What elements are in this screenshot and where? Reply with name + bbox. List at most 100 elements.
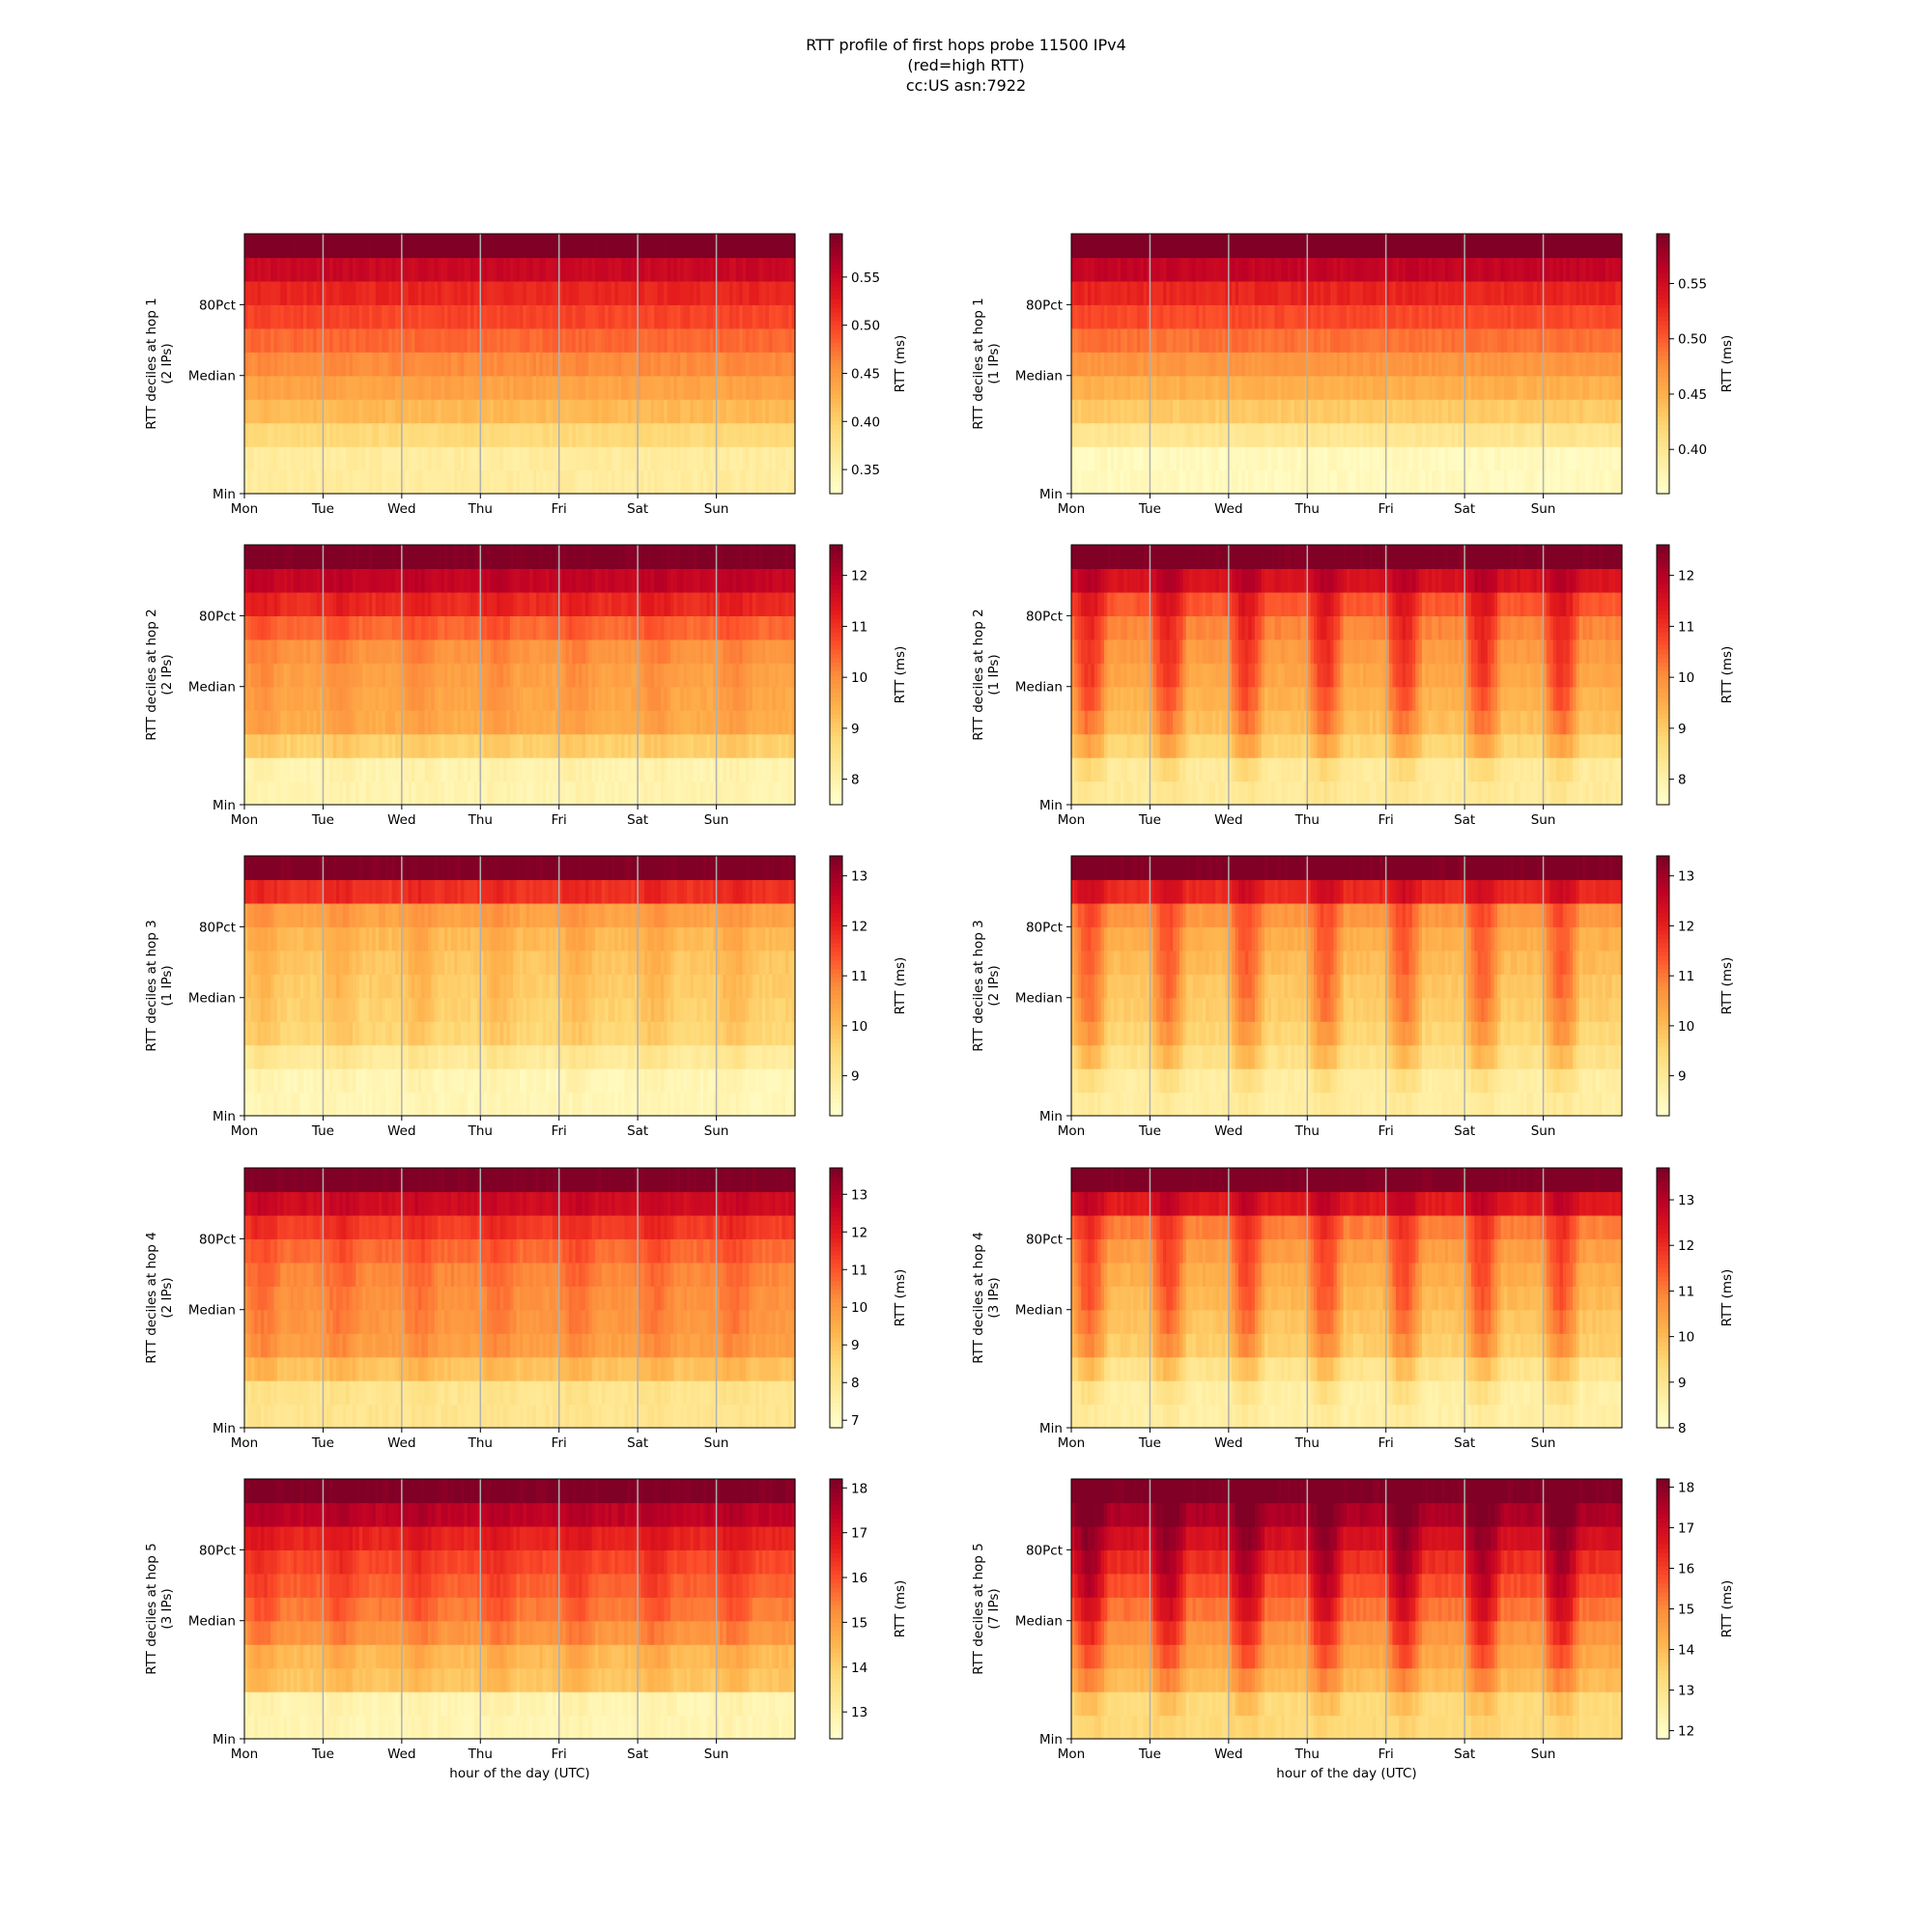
- heatmap-cell: [661, 446, 665, 470]
- heatmap-cell: [1363, 257, 1367, 281]
- heatmap-cell: [1556, 257, 1560, 281]
- heatmap-cell: [1203, 470, 1207, 495]
- heatmap-cell: [546, 281, 550, 305]
- heatmap-cell: [536, 304, 540, 328]
- heatmap-cell: [500, 710, 504, 734]
- heatmap-cell: [605, 376, 609, 400]
- heatmap-cell: [500, 446, 504, 470]
- heatmap-cell: [765, 470, 769, 495]
- heatmap-cell: [696, 663, 700, 687]
- heatmap-cell: [1432, 281, 1435, 305]
- heatmap-cell: [270, 376, 274, 400]
- heatmap-cell: [1258, 376, 1262, 400]
- heatmap-cell: [1547, 304, 1550, 328]
- heatmap-cell: [353, 352, 356, 376]
- heatmap-cell: [1432, 352, 1435, 376]
- heatmap-cell: [500, 257, 504, 281]
- heatmap-cell: [729, 423, 733, 447]
- heatmap-cell: [1156, 281, 1160, 305]
- heatmap-cell: [409, 639, 412, 664]
- heatmap-cell: [628, 257, 632, 281]
- heatmap-cell: [431, 281, 435, 305]
- heatmap-cell: [1533, 399, 1537, 423]
- heatmap-cell: [376, 399, 380, 423]
- heatmap-cell: [339, 328, 343, 353]
- heatmap-cell: [1248, 470, 1252, 495]
- heatmap-cell: [1455, 234, 1459, 258]
- heatmap-cell: [376, 757, 380, 781]
- heatmap-cell: [753, 710, 756, 734]
- heatmap-cell: [788, 446, 792, 470]
- heatmap-cell: [409, 234, 412, 258]
- y-axis-label: RTT deciles at hop 1: [144, 298, 159, 430]
- heatmap-cell: [1592, 423, 1596, 447]
- heatmap-cell: [592, 663, 596, 687]
- heatmap-cell: [513, 328, 517, 353]
- heatmap-cell: [1363, 376, 1367, 400]
- heatmap-cell: [306, 352, 310, 376]
- heatmap-cell: [1603, 423, 1606, 447]
- heatmap-cell: [1133, 446, 1137, 470]
- heatmap-cell: [743, 423, 747, 447]
- heatmap-cell: [1432, 257, 1435, 281]
- heatmap-cell: [1523, 352, 1527, 376]
- colorbar-tick-label: 0.55: [851, 270, 880, 286]
- heatmap-cell: [454, 781, 458, 806]
- heatmap-cell: [1327, 281, 1331, 305]
- heatmap-cell: [1074, 304, 1078, 328]
- heatmap-cell: [409, 734, 412, 758]
- y-tick-label: Min: [1039, 487, 1063, 502]
- heatmap-cell: [1317, 234, 1321, 258]
- heatmap-cell: [1189, 446, 1193, 470]
- heatmap-cell: [270, 304, 274, 328]
- heatmap-cell: [1523, 470, 1527, 495]
- heatmap-cell: [1603, 281, 1606, 305]
- heatmap-cell: [1166, 446, 1170, 470]
- heatmap-cell: [536, 423, 540, 447]
- heatmap-cell: [706, 734, 710, 758]
- heatmap-cell: [1603, 352, 1606, 376]
- heatmap-cell: [376, 328, 380, 353]
- heatmap-cell: [706, 687, 710, 711]
- heatmap-cell: [1179, 257, 1183, 281]
- heatmap-cell: [490, 328, 494, 353]
- heatmap-cell: [1396, 234, 1400, 258]
- heatmap-cell: [614, 757, 618, 781]
- heatmap-cell: [1111, 423, 1115, 447]
- heatmap-cell: [431, 376, 435, 400]
- heatmap-cell: [431, 710, 435, 734]
- heatmap-cell: [500, 639, 504, 664]
- heatmap-cell: [1579, 281, 1583, 305]
- heatmap-cell: [743, 446, 747, 470]
- heatmap-cell: [1271, 328, 1275, 353]
- heatmap-cell: [317, 423, 321, 447]
- heatmap-cell: [1317, 470, 1321, 495]
- heatmap-cell: [1212, 257, 1216, 281]
- heatmap-cell: [788, 470, 792, 495]
- heatmap-cell: [788, 376, 792, 400]
- heatmap-cell: [444, 470, 448, 495]
- heatmap-cell: [546, 734, 550, 758]
- heatmap-cell: [362, 281, 366, 305]
- heatmap-cell: [513, 257, 517, 281]
- heatmap-cell: [513, 304, 517, 328]
- heatmap-cell: [409, 663, 412, 687]
- heatmap-cell: [720, 423, 724, 447]
- heatmap-cell: [1523, 446, 1527, 470]
- heatmap-cell: [317, 257, 321, 281]
- heatmap-cell: [569, 781, 573, 806]
- colorbar-segment: [1657, 372, 1669, 377]
- heatmap-cell: [1340, 328, 1344, 353]
- heatmap-cell: [743, 328, 747, 353]
- heatmap-cell: [1455, 470, 1459, 495]
- heatmap-cell: [385, 304, 389, 328]
- heatmap-cell: [1166, 423, 1170, 447]
- heatmap-cell: [1281, 470, 1285, 495]
- heatmap-cell: [468, 663, 471, 687]
- heatmap-cell: [1592, 376, 1596, 400]
- heatmap-cell: [1547, 470, 1550, 495]
- heatmap-cell: [1340, 257, 1344, 281]
- heatmap-cell: [339, 446, 343, 470]
- heatmap-cell: [1408, 376, 1412, 400]
- heatmap-cell: [362, 352, 366, 376]
